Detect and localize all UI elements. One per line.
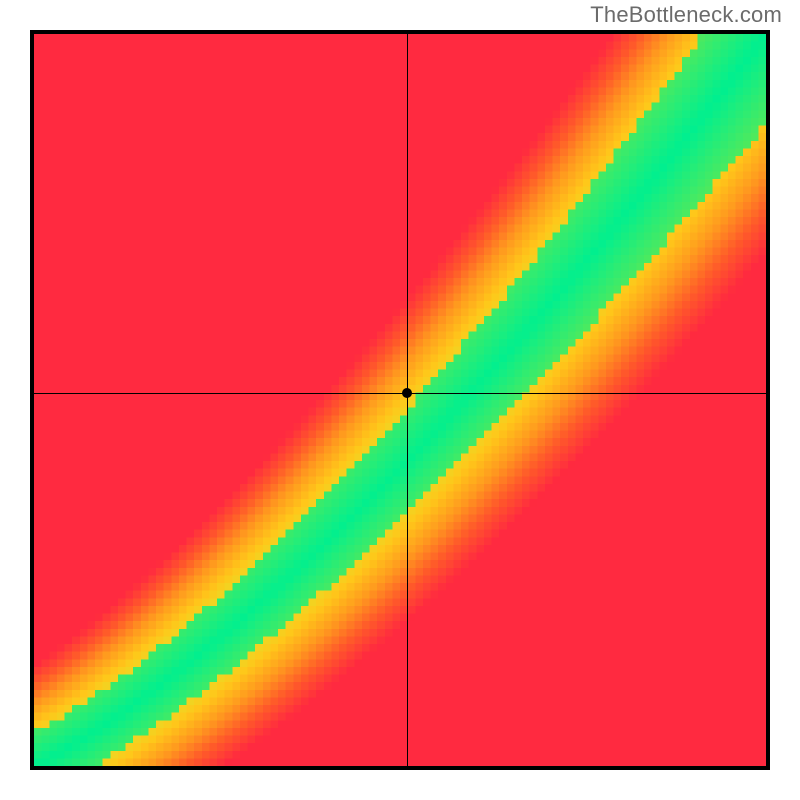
figure-root: TheBottleneck.com	[0, 0, 800, 800]
watermark-text: TheBottleneck.com	[590, 2, 782, 28]
crosshair-marker	[402, 388, 412, 398]
heatmap-canvas	[34, 34, 766, 766]
plot-frame	[30, 30, 770, 770]
crosshair-vertical	[407, 34, 408, 766]
crosshair-horizontal	[34, 393, 766, 394]
